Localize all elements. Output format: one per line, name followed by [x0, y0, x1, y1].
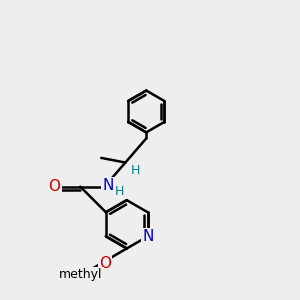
Text: O: O — [48, 179, 60, 194]
Text: O: O — [99, 256, 111, 271]
Text: N: N — [142, 229, 153, 244]
Text: methyl: methyl — [59, 268, 103, 281]
Text: H: H — [115, 185, 124, 198]
Text: H: H — [131, 164, 140, 177]
Text: N: N — [103, 178, 114, 193]
